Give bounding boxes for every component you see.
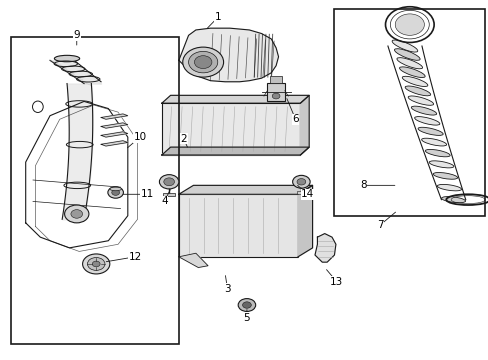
Text: 8: 8 — [360, 180, 366, 190]
Circle shape — [108, 187, 123, 198]
Text: 13: 13 — [329, 277, 343, 287]
Circle shape — [87, 257, 105, 270]
Circle shape — [112, 190, 119, 195]
Ellipse shape — [432, 172, 457, 179]
Bar — [296, 191, 305, 194]
Ellipse shape — [54, 55, 80, 62]
Circle shape — [71, 210, 82, 218]
Ellipse shape — [110, 187, 121, 191]
Ellipse shape — [421, 138, 446, 146]
Ellipse shape — [394, 49, 419, 60]
Ellipse shape — [32, 101, 43, 112]
Text: 3: 3 — [224, 284, 230, 294]
Ellipse shape — [410, 106, 436, 115]
Text: 9: 9 — [73, 30, 80, 40]
Polygon shape — [101, 132, 127, 137]
Polygon shape — [179, 28, 278, 82]
Text: 5: 5 — [243, 312, 250, 323]
Circle shape — [188, 51, 217, 73]
Text: 6: 6 — [292, 114, 298, 124]
Bar — [162, 103, 300, 155]
Circle shape — [82, 254, 110, 274]
Ellipse shape — [405, 86, 430, 96]
Circle shape — [159, 175, 179, 189]
Circle shape — [183, 47, 223, 77]
Polygon shape — [162, 95, 308, 103]
Bar — [334, 9, 484, 216]
Ellipse shape — [402, 76, 427, 86]
Text: 4: 4 — [161, 197, 167, 206]
Text: 1: 1 — [214, 13, 221, 22]
Text: 11: 11 — [141, 189, 154, 199]
Bar — [179, 194, 297, 257]
Circle shape — [296, 179, 305, 185]
Ellipse shape — [441, 197, 465, 203]
Circle shape — [238, 298, 255, 311]
Polygon shape — [101, 123, 127, 128]
Ellipse shape — [407, 96, 433, 105]
Text: 12: 12 — [128, 252, 142, 262]
Ellipse shape — [417, 127, 442, 135]
Ellipse shape — [396, 58, 422, 69]
Polygon shape — [101, 141, 127, 146]
Circle shape — [64, 205, 89, 223]
Ellipse shape — [414, 117, 439, 125]
Polygon shape — [297, 185, 312, 257]
Ellipse shape — [391, 40, 417, 52]
Text: 2: 2 — [180, 134, 186, 144]
Bar — [270, 76, 282, 83]
Ellipse shape — [425, 149, 449, 157]
Bar — [163, 193, 175, 196]
Text: 14: 14 — [301, 189, 314, 199]
Polygon shape — [162, 147, 308, 155]
Circle shape — [92, 261, 100, 267]
Polygon shape — [314, 234, 335, 262]
Ellipse shape — [428, 161, 453, 168]
Polygon shape — [179, 185, 312, 194]
Bar — [267, 83, 285, 101]
Ellipse shape — [399, 67, 424, 77]
Bar — [11, 37, 179, 344]
Circle shape — [272, 93, 280, 99]
Ellipse shape — [436, 184, 461, 191]
Circle shape — [163, 178, 174, 186]
Polygon shape — [300, 95, 308, 155]
Circle shape — [242, 302, 251, 308]
Circle shape — [394, 14, 424, 35]
Circle shape — [292, 175, 309, 188]
Text: 10: 10 — [133, 132, 146, 142]
Polygon shape — [101, 114, 127, 119]
Polygon shape — [179, 253, 207, 267]
Circle shape — [194, 56, 211, 68]
Text: 7: 7 — [377, 220, 383, 230]
